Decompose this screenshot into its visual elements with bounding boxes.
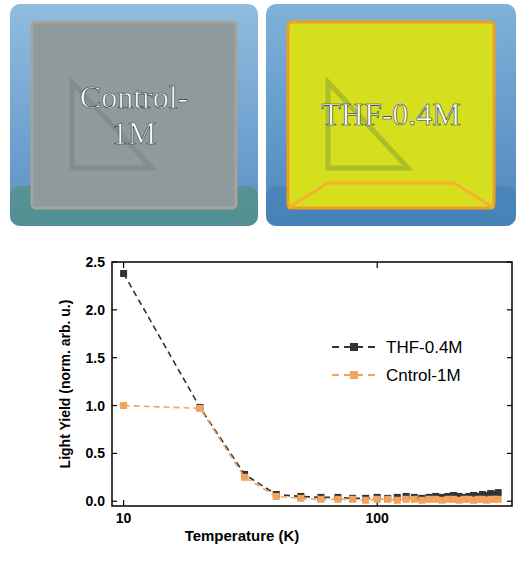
series-marker <box>196 405 203 412</box>
sample-crystal <box>288 22 494 208</box>
series-marker <box>394 497 401 504</box>
series-marker <box>403 496 410 503</box>
series-marker <box>438 497 445 504</box>
sample-photo: THF-0.4M <box>266 4 516 226</box>
y-tick-label: 1.5 <box>86 350 106 366</box>
series-marker <box>374 496 381 503</box>
series-marker <box>418 497 425 504</box>
plot-frame <box>112 262 512 506</box>
legend-label: Cntrol-1M <box>386 366 461 385</box>
y-tick <box>112 357 117 358</box>
legend: THF-0.4M Cntrol-1M <box>332 338 463 385</box>
y-tick <box>112 405 117 406</box>
series-marker <box>384 495 391 502</box>
x-tick <box>377 262 378 268</box>
series-marker <box>297 495 304 502</box>
series-marker <box>120 270 127 277</box>
sample-crystal <box>32 22 236 208</box>
figure: Control-1M THF-0.4M 0.0 0.5 1.0 1.5 2.0 2.5 10 10… <box>0 0 525 562</box>
y-tick <box>112 309 117 310</box>
legend-marker <box>350 343 358 351</box>
photo-background <box>266 4 516 226</box>
series-marker <box>432 496 439 503</box>
series-marker <box>384 496 391 503</box>
series-marker <box>241 474 248 481</box>
series-marker <box>273 493 280 500</box>
y-tick <box>112 501 117 502</box>
series-marker <box>196 404 203 411</box>
x-axis-title: Temperature (K) <box>185 527 300 544</box>
x-tick-label: 100 <box>366 510 390 526</box>
x-tick <box>123 262 124 268</box>
y-axis-title: Light Yield (norm. arb. u.) <box>57 300 73 469</box>
y-tick-label: 2.0 <box>86 302 106 318</box>
series-marker <box>120 402 127 409</box>
y-tick-label: 1.0 <box>86 398 106 414</box>
series-marker <box>495 489 502 496</box>
y-tick-label: 2.5 <box>86 254 106 270</box>
y-tick <box>112 261 117 262</box>
photo-label: THF-0.4M <box>321 96 461 132</box>
y-tick <box>112 453 117 454</box>
y-tick-label: 0.5 <box>86 445 106 461</box>
series-marker <box>362 497 369 504</box>
series-marker <box>349 496 356 503</box>
y-tick <box>507 501 512 502</box>
x-tick <box>123 500 124 506</box>
series-marker <box>317 496 324 503</box>
series-line <box>124 273 499 498</box>
y-tick <box>507 309 512 310</box>
photo-background <box>10 4 258 226</box>
series-marker <box>334 496 341 503</box>
edge-glow <box>288 183 494 208</box>
legend-label: THF-0.4M <box>386 338 463 357</box>
series-marker <box>425 496 432 503</box>
series-line <box>124 406 499 501</box>
sample-photo: Control-1M <box>10 4 258 226</box>
x-tick-label: 10 <box>116 510 132 526</box>
photo-label: Control-1M <box>80 79 188 151</box>
plot-marks <box>120 270 502 504</box>
legend-marker <box>350 371 358 379</box>
y-tick <box>507 357 512 358</box>
y-tick <box>507 261 512 262</box>
chart: 0.0 0.5 1.0 1.5 2.0 2.5 10 100 Temperature (K) Li… <box>57 254 512 544</box>
series-marker <box>349 495 356 502</box>
y-tick-label: 0.0 <box>86 493 106 509</box>
series-marker <box>411 496 418 503</box>
y-tick <box>507 405 512 406</box>
y-tick <box>507 453 512 454</box>
series-marker <box>495 496 502 503</box>
